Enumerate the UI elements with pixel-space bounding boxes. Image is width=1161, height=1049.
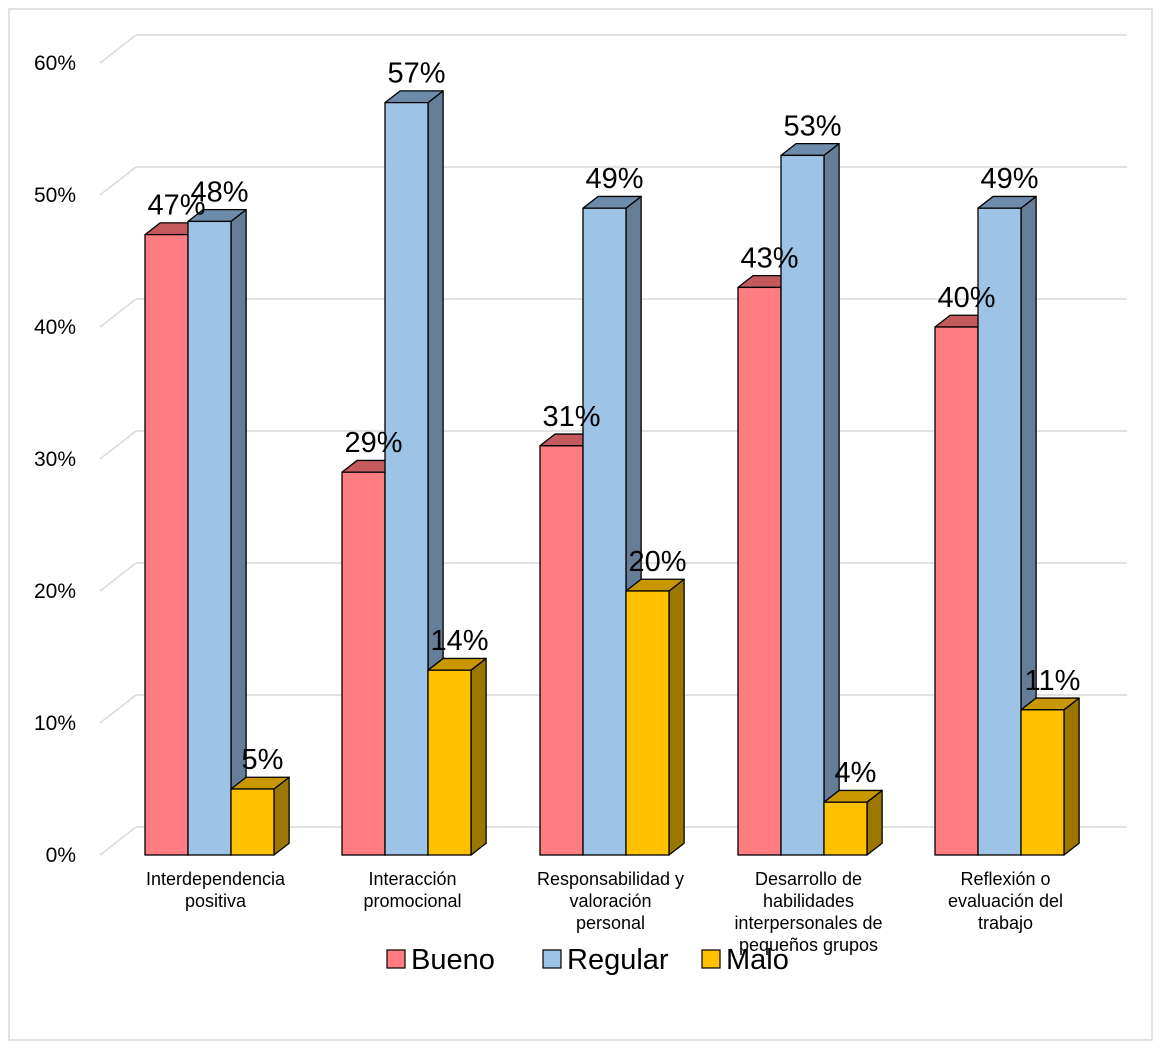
y-tick-label: 0% bbox=[46, 844, 76, 867]
wall-gridline bbox=[99, 562, 137, 592]
wall-gridline bbox=[99, 34, 137, 64]
bar-front bbox=[187, 220, 232, 856]
legend: Bueno Regular Malo bbox=[386, 944, 789, 976]
bar-front bbox=[230, 788, 275, 856]
y-tick-label: 10% bbox=[34, 712, 76, 735]
legend-item-bueno: Bueno bbox=[386, 944, 495, 976]
category-label: Interacción promocional bbox=[363, 869, 461, 911]
bar-front bbox=[539, 445, 584, 856]
legend-item-malo: Malo bbox=[701, 944, 789, 976]
wall-gridline bbox=[99, 298, 137, 328]
data-label: 48% bbox=[190, 176, 248, 208]
bar-front bbox=[823, 801, 868, 856]
category-label: Desarrollo de habilidades interpersonales … bbox=[734, 869, 882, 955]
bar-malo bbox=[1020, 697, 1080, 856]
data-label: 29% bbox=[344, 427, 402, 459]
legend-swatch bbox=[386, 949, 406, 969]
bar-malo bbox=[427, 657, 487, 856]
bars bbox=[144, 90, 1080, 856]
data-label: 14% bbox=[430, 625, 488, 657]
category-label: Interdependencia positiva bbox=[146, 869, 286, 911]
bar-side bbox=[1063, 697, 1080, 856]
y-tick-label: 40% bbox=[34, 316, 76, 339]
bar-side bbox=[823, 142, 840, 856]
bar-front bbox=[737, 286, 782, 856]
bar-regular bbox=[780, 142, 840, 856]
bar-front bbox=[977, 207, 1022, 856]
wall-gridline bbox=[99, 826, 137, 856]
bar-front bbox=[144, 233, 189, 856]
y-tick-label: 60% bbox=[34, 52, 76, 75]
bar-side bbox=[470, 657, 487, 856]
wall-gridline bbox=[99, 166, 137, 196]
data-label: 53% bbox=[783, 110, 841, 142]
bar-front bbox=[780, 154, 825, 856]
data-labels: 47% 29% 31% 43% 40% 48% 57% 49% 53% 49% 5% 14% 20% 4%… bbox=[147, 58, 1080, 790]
category-label: Reflexión o evaluación del trabajo bbox=[948, 869, 1063, 933]
data-label: 11% bbox=[1025, 665, 1081, 697]
data-label: 5% bbox=[242, 744, 284, 776]
bar-front bbox=[384, 101, 429, 856]
legend-label: Regular bbox=[567, 944, 669, 976]
bar-malo bbox=[230, 776, 290, 856]
wall-gridline bbox=[99, 430, 137, 460]
bar-front bbox=[582, 207, 627, 856]
bar-regular bbox=[977, 195, 1037, 856]
bar-side bbox=[668, 578, 685, 856]
bar-front bbox=[625, 590, 670, 856]
bar-front bbox=[427, 669, 472, 856]
data-label: 47% bbox=[147, 190, 205, 222]
bar-front bbox=[1020, 709, 1065, 856]
y-tick-label: 50% bbox=[34, 184, 76, 207]
bar-front bbox=[934, 326, 979, 856]
legend-label: Bueno bbox=[411, 944, 495, 976]
data-label: 49% bbox=[980, 163, 1038, 195]
data-label: 49% bbox=[585, 163, 643, 195]
legend-swatch bbox=[701, 949, 721, 969]
data-label: 40% bbox=[937, 282, 995, 314]
chart-border bbox=[8, 8, 1153, 1041]
data-label: 57% bbox=[387, 58, 445, 90]
bar-side bbox=[273, 776, 290, 856]
y-axis-ticks: 0% 10% 20% 30% 40% 50% 60% bbox=[34, 52, 76, 867]
x-axis-categories: Interdependencia positiva Interacción promo… bbox=[146, 869, 1063, 955]
bar-front bbox=[341, 471, 386, 856]
legend-label: Malo bbox=[726, 944, 789, 976]
bar-malo bbox=[823, 789, 883, 856]
bar-regular bbox=[384, 90, 444, 856]
legend-item-regular: Regular bbox=[542, 944, 669, 976]
data-label: 43% bbox=[740, 242, 798, 274]
legend-swatch bbox=[542, 949, 562, 969]
y-tick-label: 20% bbox=[34, 580, 76, 603]
data-label: 4% bbox=[835, 757, 877, 789]
data-label: 20% bbox=[628, 546, 686, 578]
wall-gridline bbox=[99, 694, 137, 724]
category-label: Responsabilidad y valoración personal bbox=[537, 869, 684, 933]
y-tick-label: 30% bbox=[34, 448, 76, 471]
bar-malo bbox=[625, 578, 685, 856]
bar-regular bbox=[187, 208, 247, 856]
data-label: 31% bbox=[542, 401, 600, 433]
